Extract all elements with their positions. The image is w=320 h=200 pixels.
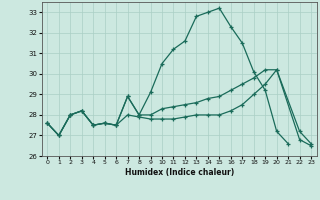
X-axis label: Humidex (Indice chaleur): Humidex (Indice chaleur) <box>124 168 234 177</box>
